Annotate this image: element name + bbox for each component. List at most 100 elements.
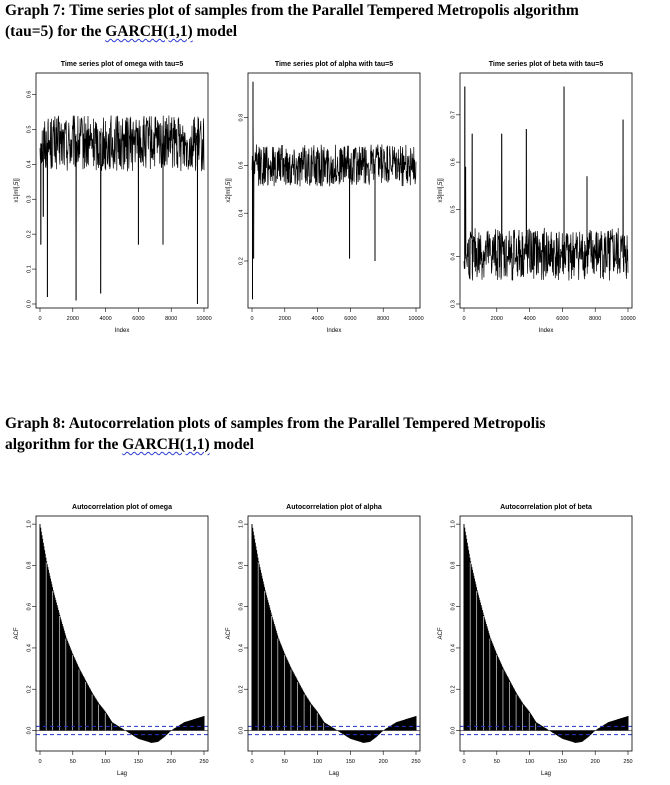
alpha-trace-chart: Time series plot of alpha with tau=5 0 200…: [226, 61, 424, 334]
y-tick-label: 0.2: [450, 685, 456, 693]
y-tick-label: 0.0: [26, 300, 32, 308]
omega-trace-chart: Time series plot of omega with tau=5 0 200…: [14, 61, 212, 334]
y-axis-label: ACF: [14, 627, 20, 639]
x-tick-label: 10000: [196, 316, 211, 322]
y-tick-label: 0.6: [26, 91, 32, 99]
chart-title: Time series plot of omega with tau=5: [61, 61, 184, 68]
omega-acf-chart: Autocorrelation plot of omega 0 50 100 150 20…: [14, 504, 209, 777]
x-tick-label: 8000: [377, 316, 389, 322]
y-tick-label: 0.7: [450, 111, 456, 119]
acf-bars: [251, 524, 417, 743]
x-tick-label: 4000: [523, 316, 535, 322]
plot-frame: [247, 515, 421, 752]
chart-title: Autocorrelation plot of beta: [500, 504, 592, 511]
x-tick-label: 0: [250, 759, 253, 765]
y-tick-label: 0.6: [238, 603, 244, 611]
x-tick-label: 6000: [344, 316, 356, 322]
trace-line: [39, 115, 205, 305]
trace-line: [463, 86, 629, 281]
y-tick-label: 0.5: [450, 206, 456, 214]
graph8-heading-garch-term: GARCH(1,1): [122, 436, 210, 453]
chart-title: Time series plot of alpha with tau=5: [275, 61, 393, 68]
y-tick-label: 0.6: [26, 603, 32, 611]
y-tick-label: 0.0: [238, 727, 244, 735]
x-tick-label: 150: [346, 759, 355, 765]
x-tick-label: 0: [38, 316, 41, 322]
y-tick-label: 0.4: [26, 160, 32, 168]
y-tick-label: 0.4: [238, 644, 244, 652]
x-tick-label: 0: [462, 316, 465, 322]
y-tick-label: 1.0: [238, 520, 244, 528]
x-axis-label: Lag: [329, 771, 339, 777]
y-tick-label: 0.2: [238, 685, 244, 693]
y-tick-label: 0.8: [238, 562, 244, 570]
graph7-heading-line2-pre: (tau=5) for the: [5, 23, 106, 40]
y-tick-label: 0.4: [450, 253, 456, 261]
x-tick-label: 50: [70, 759, 76, 765]
x-tick-label: 6000: [132, 316, 144, 322]
y-tick-label: 0.2: [26, 230, 32, 238]
y-axis-label: ACF: [226, 627, 232, 639]
y-tick-label: 0.2: [26, 685, 32, 693]
graph7-heading: Graph 7: Time series plot of samples fro…: [5, 0, 579, 42]
x-tick-label: 6000: [556, 316, 568, 322]
x-tick-label: 200: [167, 759, 176, 765]
x-tick-label: 200: [591, 759, 600, 765]
acf-bars: [463, 524, 629, 743]
x-tick-label: 0: [250, 316, 253, 322]
x-tick-label: 100: [101, 759, 110, 765]
x-tick-label: 2000: [491, 316, 503, 322]
x-tick-label: 50: [282, 759, 288, 765]
y-tick-label: 0.0: [26, 727, 32, 735]
y-axis-label: x1[ml[,5]]: [14, 178, 20, 203]
y-tick-label: 0.3: [26, 195, 32, 203]
plot-frame: [35, 515, 209, 752]
graph7-heading-line1: Graph 7: Time series plot of samples fro…: [5, 2, 579, 19]
y-axis-label: x2[ml[,5]]: [226, 178, 232, 203]
plot-frame: [35, 72, 209, 309]
x-tick-label: 10000: [620, 316, 635, 322]
x-tick-label: 150: [134, 759, 143, 765]
x-axis-label: Index: [327, 328, 342, 334]
graph8-heading-line2-pre: algorithm for the: [5, 436, 123, 453]
acf-bars: [39, 524, 205, 743]
y-tick-label: 0.3: [450, 300, 456, 308]
graph8-heading-line2-post: model: [209, 436, 254, 453]
y-tick-label: 0.1: [26, 265, 32, 273]
graph7-heading-garch-term: GARCH(1,1): [105, 23, 193, 40]
graph7-heading-line2-post: model: [192, 23, 237, 40]
chart-title: Autocorrelation plot of alpha: [286, 504, 382, 511]
x-tick-label: 8000: [165, 316, 177, 322]
y-tick-label: 1.0: [450, 520, 456, 528]
x-axis-label: Lag: [541, 771, 551, 777]
alpha-acf-chart: Autocorrelation plot of alpha 0 50 100 150 20…: [226, 504, 421, 777]
x-tick-label: 50: [494, 759, 500, 765]
y-axis-label: x3[ml[,5]]: [438, 178, 444, 203]
chart-title: Autocorrelation plot of omega: [72, 504, 172, 511]
trace-line: [251, 81, 417, 300]
y-axis-label: ACF: [438, 627, 444, 639]
x-tick-label: 2000: [279, 316, 291, 322]
x-tick-label: 250: [199, 759, 208, 765]
y-tick-label: 0.6: [238, 162, 244, 170]
y-tick-label: 0.0: [450, 727, 456, 735]
y-tick-label: 0.8: [238, 114, 244, 122]
plot-frame: [459, 72, 633, 309]
y-tick-label: 0.4: [238, 209, 244, 217]
x-axis-label: Index: [539, 328, 554, 334]
chart-title: Time series plot of beta with tau=5: [489, 61, 604, 68]
x-axis-label: Lag: [117, 771, 127, 777]
graph8-heading-line1: Graph 8: Autocorrelation plots of sample…: [5, 415, 546, 432]
y-tick-label: 0.2: [238, 257, 244, 265]
beta-trace-chart: Time series plot of beta with tau=5 0 2000…: [438, 61, 636, 334]
x-tick-label: 0: [462, 759, 465, 765]
x-tick-label: 100: [313, 759, 322, 765]
y-tick-label: 0.6: [450, 603, 456, 611]
y-tick-label: 0.4: [450, 644, 456, 652]
y-tick-label: 0.4: [26, 644, 32, 652]
x-tick-label: 150: [558, 759, 567, 765]
x-axis-label: Index: [115, 328, 130, 334]
x-tick-label: 200: [379, 759, 388, 765]
x-tick-label: 10000: [408, 316, 423, 322]
x-tick-label: 250: [411, 759, 420, 765]
